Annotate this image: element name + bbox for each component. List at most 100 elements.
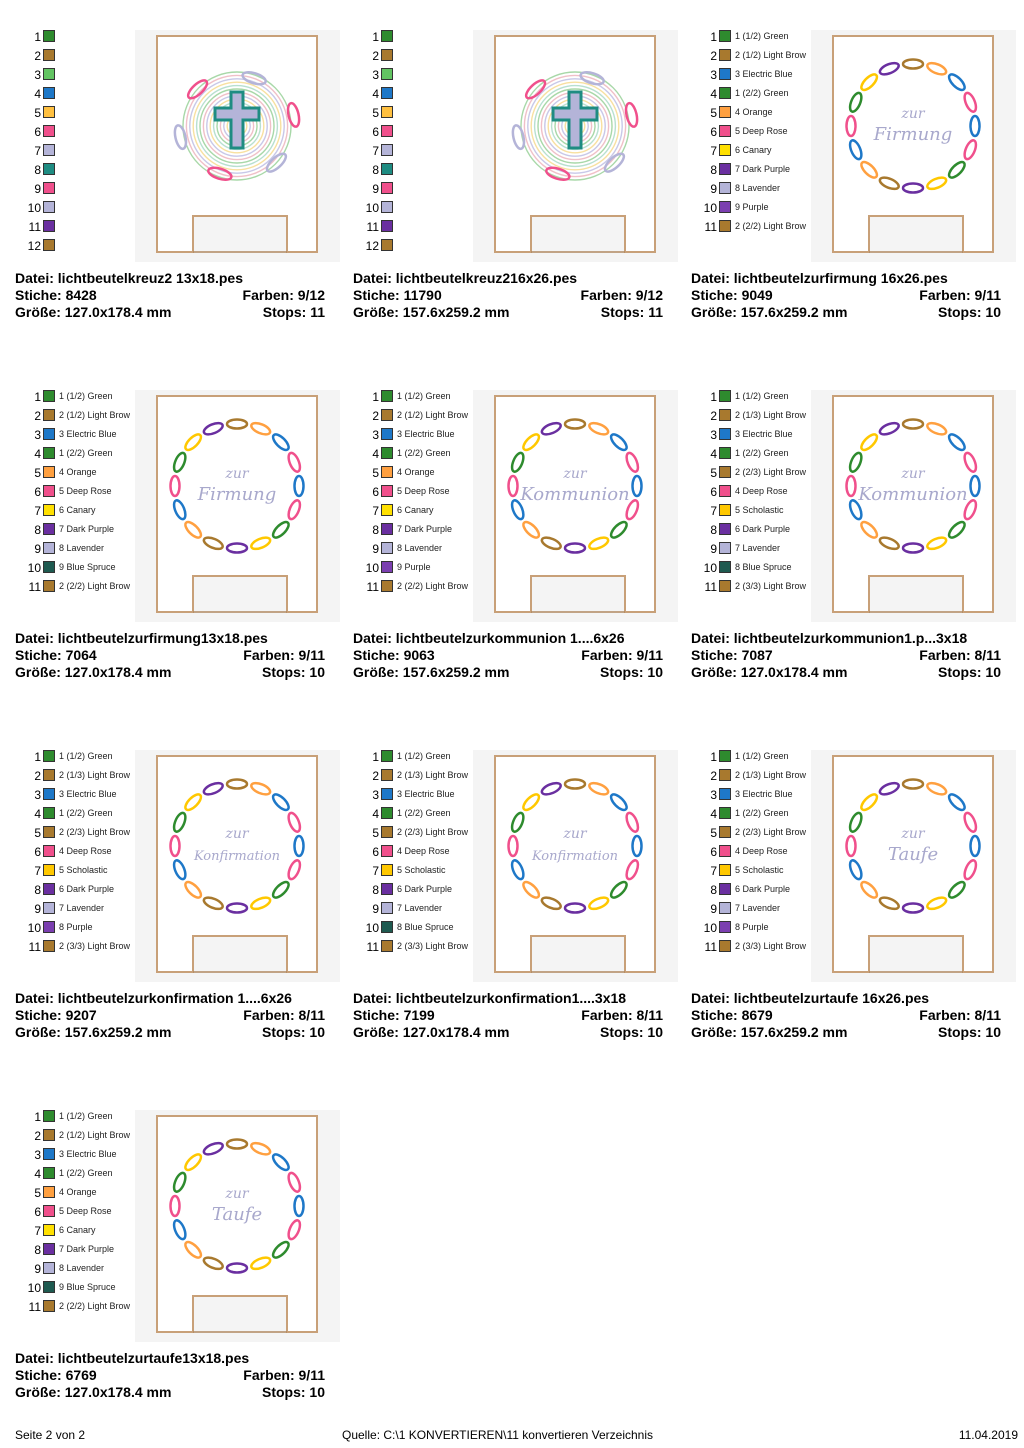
palette-row: 10 8 Purple: [691, 921, 821, 940]
palette-row: 4 1 (2/2) Green: [353, 447, 483, 466]
color-index: 10: [703, 561, 717, 575]
color-swatch: [719, 144, 731, 156]
color-label: 3 Electric Blue: [59, 789, 117, 799]
color-swatch: [43, 921, 55, 933]
color-swatch: [719, 87, 731, 99]
color-index: 7: [710, 864, 717, 878]
fish-icon: [603, 152, 626, 173]
color-label: 2 (1/3) Light Brow: [735, 770, 807, 780]
palette-row: 8: [353, 163, 483, 182]
size-row: Größe: 127.0x178.4 mm Stops: 10: [15, 1384, 325, 1401]
palette-row: 10 8 Purple: [15, 921, 145, 940]
stop-count: Stops: 10: [937, 1024, 1001, 1040]
fish-icon: [947, 793, 966, 812]
color-label: 2 (2/2) Light Brow: [735, 221, 807, 231]
color-label: 8 Blue Spruce: [397, 922, 454, 932]
fish-icon: [901, 778, 925, 790]
color-swatch: [381, 390, 393, 402]
fish-icon: [631, 834, 643, 858]
palette-row: 3: [353, 68, 483, 87]
color-index: 5: [34, 826, 41, 840]
color-label: 3 Electric Blue: [59, 429, 117, 439]
bag-outline: [832, 395, 994, 613]
fish-icon: [848, 91, 863, 113]
size-row: Größe: 127.0x178.4 mm Stops: 10: [691, 664, 1001, 681]
fish-icon: [202, 421, 224, 436]
fish-icon: [293, 1194, 305, 1218]
color-swatch: [719, 807, 731, 819]
palette-row: 7: [353, 144, 483, 163]
fish-icon: [287, 451, 302, 473]
color-swatch: [719, 542, 731, 554]
design-preview: zur Kommunion: [832, 395, 994, 613]
color-swatch: [381, 921, 393, 933]
color-swatch: [43, 87, 55, 99]
fish-icon: [287, 1219, 302, 1241]
fish-icon: [540, 896, 562, 911]
color-swatch: [381, 826, 393, 838]
color-label: 5 Scholastic: [397, 865, 446, 875]
file-name: Datei: lichtbeutelzurfirmung13x18.pes: [15, 630, 268, 646]
color-swatch: [719, 182, 731, 194]
palette-row: 11 2 (3/3) Light Brow: [691, 580, 821, 599]
color-index: 5: [372, 826, 379, 840]
palette-row: 1 1 (1/2) Green: [15, 390, 145, 409]
palette-row: 1 1 (1/2) Green: [691, 750, 821, 769]
stitch-ring: [533, 84, 617, 168]
fish-icon: [287, 499, 302, 521]
palette-row: 5 4 Orange: [353, 466, 483, 485]
palette-row: 11 2 (2/2) Light Brow: [15, 1300, 145, 1319]
color-swatch: [43, 1300, 55, 1312]
file-name: Datei: lichtbeutelzurtaufe13x18.pes: [15, 1350, 250, 1366]
color-swatch: [43, 428, 55, 440]
color-label: 2 (3/3) Light Brow: [397, 941, 469, 951]
stitch-row: Stiche: 9207 Farben: 8/11: [15, 1007, 325, 1024]
color-label: 8 Lavender: [397, 543, 443, 553]
color-index: 9: [34, 542, 41, 556]
color-swatch: [719, 504, 731, 516]
color-index: 9: [710, 182, 717, 196]
fish-icon: [926, 536, 948, 551]
color-label: 1 (1/2) Green: [59, 1111, 113, 1121]
color-index: 7: [372, 504, 379, 518]
color-label: 2 (3/3) Light Brow: [59, 941, 131, 951]
color-swatch: [43, 125, 55, 137]
file-name-row: Datei: lichtbeutelzurkonfirmation 1....6…: [15, 990, 325, 1007]
fish-icon: [901, 182, 925, 194]
color-swatch: [381, 940, 393, 952]
fish-icon: [947, 73, 966, 92]
color-swatch: [381, 864, 393, 876]
color-label: 8 Purple: [59, 922, 93, 932]
color-index: 11: [704, 580, 717, 594]
color-index: 9: [372, 182, 379, 196]
stitch-count: Stiche: 11790: [353, 287, 442, 303]
stitch-count: Stiche: 7064: [15, 647, 97, 663]
fish-icon: [202, 1256, 224, 1271]
color-swatch: [381, 163, 393, 175]
color-index: 11: [704, 220, 717, 234]
color-swatch: [719, 390, 731, 402]
size-row: Größe: 157.6x259.2 mm Stops: 10: [15, 1024, 325, 1041]
palette-row: 9 8 Lavender: [353, 542, 483, 561]
size-row: Größe: 127.0x178.4 mm Stops: 10: [353, 1024, 663, 1041]
fish-icon: [926, 61, 948, 76]
color-label: 8 Lavender: [735, 183, 781, 193]
fish-icon: [522, 433, 541, 452]
fish-icon: [963, 91, 978, 113]
fish-icon: [265, 152, 288, 173]
color-index: 10: [365, 201, 379, 215]
palette-row: 11 2 (2/2) Light Brow: [353, 580, 483, 599]
fish-icon: [860, 433, 879, 452]
color-label: 6 Dark Purple: [735, 884, 791, 894]
fish-icon: [225, 418, 249, 430]
stitch-row: Stiche: 9063 Farben: 9/11: [353, 647, 663, 664]
color-label: 2 (2/2) Light Brow: [397, 581, 469, 591]
color-label: 1 (1/2) Green: [735, 31, 789, 41]
palette-row: 6 5 Deep Rose: [15, 485, 145, 504]
color-index: 8: [34, 1243, 41, 1257]
design-preview: [156, 35, 318, 253]
color-swatch: [719, 788, 731, 800]
fish-icon: [172, 499, 187, 521]
color-index: 1: [372, 30, 379, 44]
stitch-row: Stiche: 8428 Farben: 9/12: [15, 287, 325, 304]
